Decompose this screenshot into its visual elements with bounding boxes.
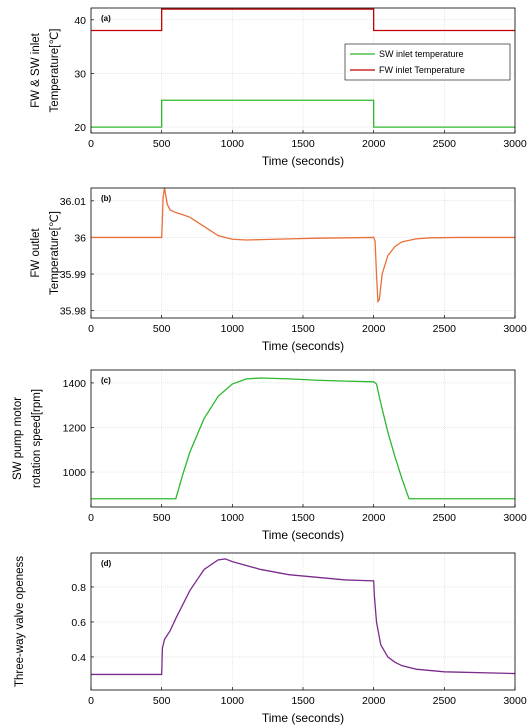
y-axis-label: rotation speed[rpm] xyxy=(31,389,43,488)
x-tick-label: 3000 xyxy=(503,138,527,150)
x-tick-label: 0 xyxy=(88,512,94,524)
x-tick-label: 1000 xyxy=(221,323,245,335)
x-tick-label: 2000 xyxy=(362,323,386,335)
y-tick-label: 30 xyxy=(74,68,86,80)
y-axis-label: FW & SW inlet xyxy=(30,32,42,108)
y-tick-label: 36.01 xyxy=(60,196,86,208)
x-tick-label: 1000 xyxy=(221,512,245,524)
x-tick-label: 0 xyxy=(88,138,94,150)
y-tick-label: 40 xyxy=(74,15,86,27)
x-tick-label: 3000 xyxy=(503,695,527,707)
x-tick-label: 1000 xyxy=(221,138,245,150)
x-tick-label: 1500 xyxy=(291,138,315,150)
x-tick-label: 3000 xyxy=(503,323,527,335)
y-axis-label: Temperature[℃] xyxy=(49,211,61,295)
annotation: (c) xyxy=(101,376,111,385)
y-tick-label: 0.8 xyxy=(71,582,86,594)
x-axis-label: Time (seconds) xyxy=(262,528,344,542)
y-axis-label: Three-way valve openess xyxy=(14,556,26,687)
legend-label: SW inlet temperature xyxy=(379,49,464,59)
y-tick-label: 20 xyxy=(74,122,86,134)
line-series xyxy=(91,8,515,32)
legend-label: FW inlet Temperature xyxy=(379,65,465,75)
y-tick-label: 35.98 xyxy=(60,306,86,318)
y-tick-label: 0.4 xyxy=(71,652,86,664)
y-axis-label: SW pump motor xyxy=(12,397,24,480)
legend-box xyxy=(344,43,511,81)
plot-frame xyxy=(90,7,516,134)
line-series xyxy=(91,99,515,128)
x-tick-label: 1000 xyxy=(221,695,245,707)
y-tick-label: 1400 xyxy=(63,378,87,390)
y-tick-label: 36 xyxy=(74,232,86,244)
x-axis-label: Time (seconds) xyxy=(262,339,344,353)
plot-frame xyxy=(90,369,516,508)
annotation: (b) xyxy=(101,194,112,203)
x-tick-label: 2500 xyxy=(433,695,457,707)
y-axis-label: Temperature[℃] xyxy=(49,29,61,113)
y-tick-label: 1200 xyxy=(63,422,87,434)
y-tick-label: 1000 xyxy=(63,467,87,479)
x-axis-label: Time (seconds) xyxy=(262,711,344,725)
x-tick-label: 500 xyxy=(153,695,171,707)
line-series xyxy=(91,377,515,500)
line-series xyxy=(91,558,516,676)
x-tick-label: 1500 xyxy=(291,512,315,524)
x-tick-label: 0 xyxy=(88,323,94,335)
x-tick-label: 2500 xyxy=(433,323,457,335)
x-tick-label: 2000 xyxy=(362,695,386,707)
x-tick-label: 1500 xyxy=(291,695,315,707)
line-series xyxy=(91,187,515,304)
x-tick-label: 500 xyxy=(153,138,171,150)
x-tick-label: 2500 xyxy=(433,512,457,524)
y-tick-label: 0.6 xyxy=(71,617,86,629)
y-tick-label: 35.99 xyxy=(60,269,86,281)
plot-frame xyxy=(90,552,516,691)
x-tick-label: 500 xyxy=(153,512,171,524)
plot-frame xyxy=(90,187,516,319)
annotation: (d) xyxy=(101,559,112,568)
x-tick-label: 0 xyxy=(88,695,94,707)
x-tick-label: 1500 xyxy=(291,323,315,335)
x-tick-label: 2000 xyxy=(362,512,386,524)
annotation: (a) xyxy=(101,14,111,23)
x-tick-label: 2000 xyxy=(362,138,386,150)
y-axis-label: FW outlet xyxy=(30,228,42,278)
x-tick-label: 2500 xyxy=(433,138,457,150)
x-tick-label: 3000 xyxy=(503,512,527,524)
x-axis-label: Time (seconds) xyxy=(262,154,344,168)
x-tick-label: 500 xyxy=(153,323,171,335)
